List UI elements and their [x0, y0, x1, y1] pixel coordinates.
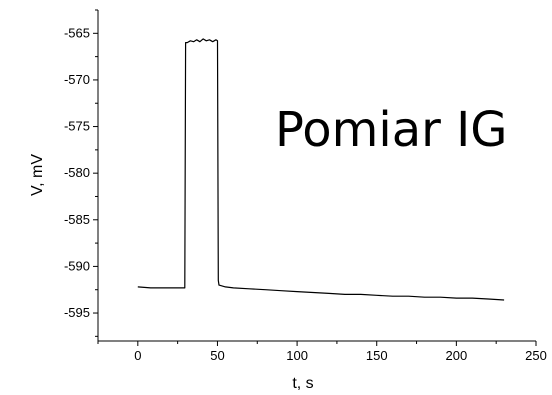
y-axis-title: V, mV [29, 154, 46, 196]
x-tick-label: 250 [525, 348, 547, 363]
x-tick-label: 150 [366, 348, 388, 363]
y-tick-label: -580 [64, 165, 90, 180]
y-tick-label: -565 [64, 25, 90, 40]
series-line [137, 38, 505, 301]
x-tick-label: 50 [210, 348, 224, 363]
x-tick-label: 0 [134, 348, 141, 363]
x-axis-ticks: 0 50 100 150 200 250 [97, 341, 547, 363]
y-tick-label: -575 [64, 119, 90, 134]
x-tick-label: 100 [286, 348, 308, 363]
y-tick-label: -585 [64, 212, 90, 227]
y-tick-label: -590 [64, 258, 90, 273]
y-axis-ticks: -565 -570 -575 -580 -585 -590 -595 [64, 9, 98, 337]
chart-annotation: Pomiar IG [275, 102, 507, 158]
plot-frame [97, 10, 536, 342]
x-tick-label: 200 [446, 348, 468, 363]
series-layer [137, 38, 505, 301]
y-tick-label: -570 [64, 72, 90, 87]
x-axis-title: t, s [292, 375, 313, 392]
y-tick-label: -595 [64, 305, 90, 320]
